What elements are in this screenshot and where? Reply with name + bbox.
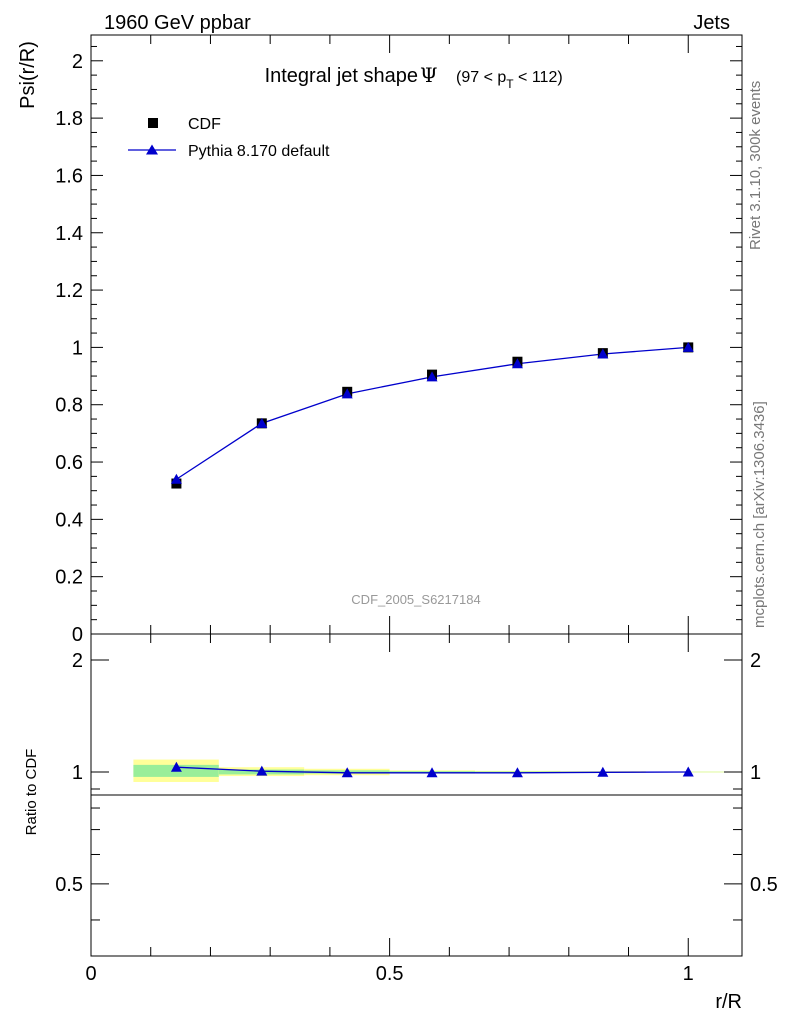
pythia-point xyxy=(511,358,523,369)
main-y-tick-label: 0 xyxy=(72,624,83,646)
ratio-point xyxy=(426,767,438,778)
main-y-tick-labels: 0 0.2 0.4 0.6 0.8 1 1.2 1.4 1.6 1.8 2 xyxy=(55,51,83,646)
title-range-sub: T xyxy=(506,77,514,91)
ratio-y-tick-label-right: 1 xyxy=(750,762,761,784)
title-range-prefix: (97 < p xyxy=(456,69,506,86)
ratio-point xyxy=(597,766,609,777)
main-y-tick-label: 1.4 xyxy=(55,223,83,245)
rivet-label: Rivet 3.1.10, 300k events xyxy=(747,81,764,250)
main-x-ticks xyxy=(90,35,689,634)
ratio-point xyxy=(170,761,182,772)
ratio-y-tick-labels: 0.5 0.5 1 1 2 2 xyxy=(55,650,778,896)
main-y-tick-label: 1.2 xyxy=(55,280,83,302)
header-left: 1960 GeV ppbar xyxy=(104,12,251,34)
header-right: Jets xyxy=(693,12,730,34)
ratio-y-tick-label-left: 2 xyxy=(72,650,83,672)
main-y-tick-label: 2 xyxy=(72,51,83,73)
pythia-point xyxy=(426,371,438,382)
main-y-ticks xyxy=(91,45,742,635)
main-data-marks xyxy=(170,341,694,489)
pythia-line xyxy=(176,346,689,480)
ratio-point xyxy=(341,767,353,778)
title-range-suffix: < 112) xyxy=(514,69,563,86)
legend-cdf-label: CDF xyxy=(188,116,221,133)
legend-cdf-marker xyxy=(148,118,158,128)
legend-pythia-marker xyxy=(146,144,158,155)
pythia-point xyxy=(597,348,609,359)
ratio-frame xyxy=(90,633,743,957)
main-title-range: (97 < pT < 112) xyxy=(456,69,563,91)
main-title: Integral jet shape xyxy=(265,65,418,87)
ratio-y-tick-label-left: 0.5 xyxy=(55,874,83,896)
x-tick-label: 1 xyxy=(683,963,694,985)
pythia-point xyxy=(341,388,353,399)
x-tick-label: 0.5 xyxy=(376,963,404,985)
ratio-panel: 0.5 0.51 12 2 0 0.5 1 Ratio to CDF r/R xyxy=(23,633,778,1013)
main-y-tick-label: 0.6 xyxy=(55,452,83,474)
main-y-tick-label: 0.8 xyxy=(55,395,83,417)
main-y-tick-label: 0.2 xyxy=(55,567,83,589)
x-tick-label: 0 xyxy=(85,963,96,985)
main-y-tick-label: 1 xyxy=(72,337,83,359)
main-y-tick-label: 1.8 xyxy=(55,108,83,130)
main-y-tick-label: 0.4 xyxy=(55,509,83,531)
analysis-watermark: CDF_2005_S6217184 xyxy=(351,592,480,607)
pythia-point xyxy=(682,341,694,352)
ratio-data-marks xyxy=(170,761,694,778)
psi-symbol: Ψ xyxy=(420,63,438,87)
ratio-point xyxy=(682,766,694,777)
main-y-axis-label: Psi(r/R) xyxy=(17,41,39,109)
x-axis-label: r/R xyxy=(715,991,742,1013)
ratio-x-tick-labels: 0 0.5 1 xyxy=(85,963,693,985)
main-y-tick-label: 1.6 xyxy=(55,165,83,187)
ratio-ticks xyxy=(90,634,742,956)
ratio-point xyxy=(511,767,523,778)
ratio-y-tick-label-left: 1 xyxy=(72,762,83,784)
pythia-point xyxy=(256,417,268,428)
ratio-y-axis-label: Ratio to CDF xyxy=(23,749,40,836)
mcplots-label: mcplots.cern.ch [arXiv:1306.3436] xyxy=(751,401,768,628)
ratio-y-tick-label-right: 0.5 xyxy=(750,874,778,896)
ratio-point xyxy=(256,765,268,776)
pythia-point xyxy=(170,473,182,484)
ratio-y-tick-label-right: 2 xyxy=(750,650,761,672)
legend-pythia-label: Pythia 8.170 default xyxy=(188,143,330,160)
main-panel: 0 0.2 0.4 0.6 0.8 1 1.2 1.4 1.6 1.8 2 Psi(r/R) Int… xyxy=(17,34,743,646)
